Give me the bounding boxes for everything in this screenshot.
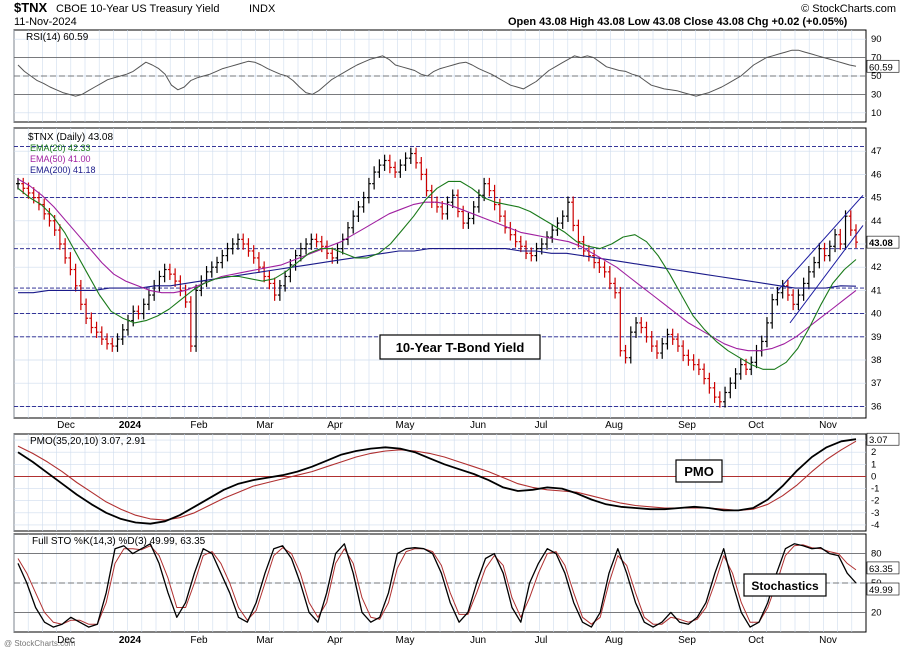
attribution: @ StockCharts.com: [4, 639, 76, 648]
ema200-line: [18, 248, 857, 294]
x-axis-label: Apr: [327, 420, 343, 431]
price-label: $TNX (Daily) 43.08: [28, 132, 113, 143]
ticker-symbol: $TNX: [14, 0, 48, 15]
x-axis-label: Sep: [678, 420, 696, 431]
pmo-ytick: -3: [871, 508, 879, 519]
rsi-last-tag: 60.59: [869, 62, 893, 73]
x-axis-label: May: [396, 635, 415, 646]
sto-annotation-box: [743, 573, 827, 597]
price-last-tag-box: [866, 235, 900, 249]
x-axis-label: Oct: [748, 635, 764, 646]
price-last-tag: 43.08: [869, 238, 893, 249]
ohlc-readout: Open 43.08 High 43.08 Low 43.08 Close 43…: [508, 16, 848, 28]
ema50-label: EMA(50) 41.00: [30, 154, 91, 164]
price-ytick: 38: [871, 355, 882, 366]
pmo-annotation-box: [675, 459, 723, 483]
x-axis-label: May: [396, 420, 415, 431]
price-ytick: 41: [871, 285, 882, 296]
ema20-label: EMA(20) 42.33: [30, 143, 91, 153]
pmo-ytick: 1: [871, 459, 876, 470]
sto-annotation: Stochastics: [751, 579, 819, 593]
ema50-line: [17, 178, 857, 352]
x-axis-label: Dec: [57, 420, 75, 431]
ticker-name: CBOE 10-Year US Treasury Yield: [56, 3, 219, 15]
pmo-ytick: 0: [871, 471, 876, 482]
price-annotation: 10-Year T-Bond Yield: [396, 340, 525, 355]
pmo-ytick: -2: [871, 496, 879, 507]
sto-k-line: [17, 543, 857, 628]
pmo-line: [17, 438, 857, 525]
ema200-label: EMA(200) 41.18: [30, 165, 96, 175]
pmo-ytick: -1: [871, 484, 879, 495]
price-ytick: 44: [871, 216, 882, 227]
pmo-panel: -4-3-2-101233.07: [13, 432, 900, 532]
x-axis-label: Jul: [535, 635, 548, 646]
sto-d-line: [17, 544, 857, 625]
x-axis-label: 2024: [119, 635, 142, 646]
x-axis-label: Jun: [470, 635, 486, 646]
pmo-ytick: -4: [871, 520, 879, 531]
x-axis-label: 2024: [119, 420, 142, 431]
rsi-ytick: 30: [871, 89, 882, 100]
sto-ytick: 20: [871, 607, 882, 618]
x-axis-label: Mar: [256, 635, 274, 646]
x-axis-label: Feb: [190, 635, 208, 646]
price-ytick: 45: [871, 193, 882, 204]
sto-k-tag: 49.99: [869, 585, 893, 596]
price-ytick: 40: [871, 309, 882, 320]
price-ytick: 36: [871, 401, 882, 412]
x-axis-label: Nov: [819, 420, 837, 431]
x-axis-label: Jul: [535, 420, 548, 431]
rsi-panel: 10 30 50 70 90 60.59: [13, 29, 900, 123]
pmo-ytick: 2: [871, 447, 876, 458]
price-annotation-box: [379, 334, 541, 360]
channel-upper: [777, 194, 864, 291]
pmo-label: PMO(35,20,10) 3.07, 2.91: [30, 436, 146, 447]
x-axis-label: Mar: [256, 420, 274, 431]
rsi-label: RSI(14) 60.59: [26, 32, 89, 43]
price-panel: 36373839404142434445464743.08: [13, 127, 900, 419]
price-ytick: 42: [871, 262, 882, 273]
x-axis-label: Jun: [470, 420, 486, 431]
rsi-ytick: 90: [871, 34, 882, 45]
price-ytick: 37: [871, 378, 882, 389]
ema20-line: [17, 180, 857, 370]
channel-lower: [789, 225, 864, 324]
rsi-line: [17, 49, 857, 97]
rsi-last-tag-box: [866, 59, 900, 73]
x-axis-label: Aug: [605, 635, 623, 646]
chart-date: 11-Nov-2024: [14, 16, 77, 28]
watermark: © StockCharts.com: [801, 3, 896, 15]
price-ytick: 46: [871, 169, 882, 180]
rsi-ytick: 70: [871, 53, 882, 64]
x-axis-label: Sep: [678, 635, 696, 646]
price-ytick: 47: [871, 146, 882, 157]
ticker-exchange: INDX: [249, 3, 276, 15]
pmo-annotation: PMO: [684, 464, 714, 479]
x-axis-label: Feb: [190, 420, 208, 431]
pmo-last-tag: 3.07: [869, 435, 888, 446]
x-axis-label: Nov: [819, 635, 837, 646]
sto-k-tag-box: [866, 582, 900, 596]
sto-label: Full STO %K(14,3) %D(3) 49.99, 63.35: [32, 536, 206, 547]
rsi-ytick: 10: [871, 108, 882, 119]
price-ytick: 39: [871, 332, 882, 343]
x-axis-label: Oct: [748, 420, 764, 431]
sto-ytick: 80: [871, 549, 882, 560]
rsi-ytick: 50: [871, 71, 882, 82]
x-axis-label: Apr: [327, 635, 343, 646]
sto-d-tag: 63.35: [869, 564, 893, 575]
pmo-last-tag-box: [866, 432, 900, 446]
x-axis-label: Aug: [605, 420, 623, 431]
sto-d-tag-box: [866, 561, 900, 575]
x-axis-label: Dec: [57, 635, 75, 646]
